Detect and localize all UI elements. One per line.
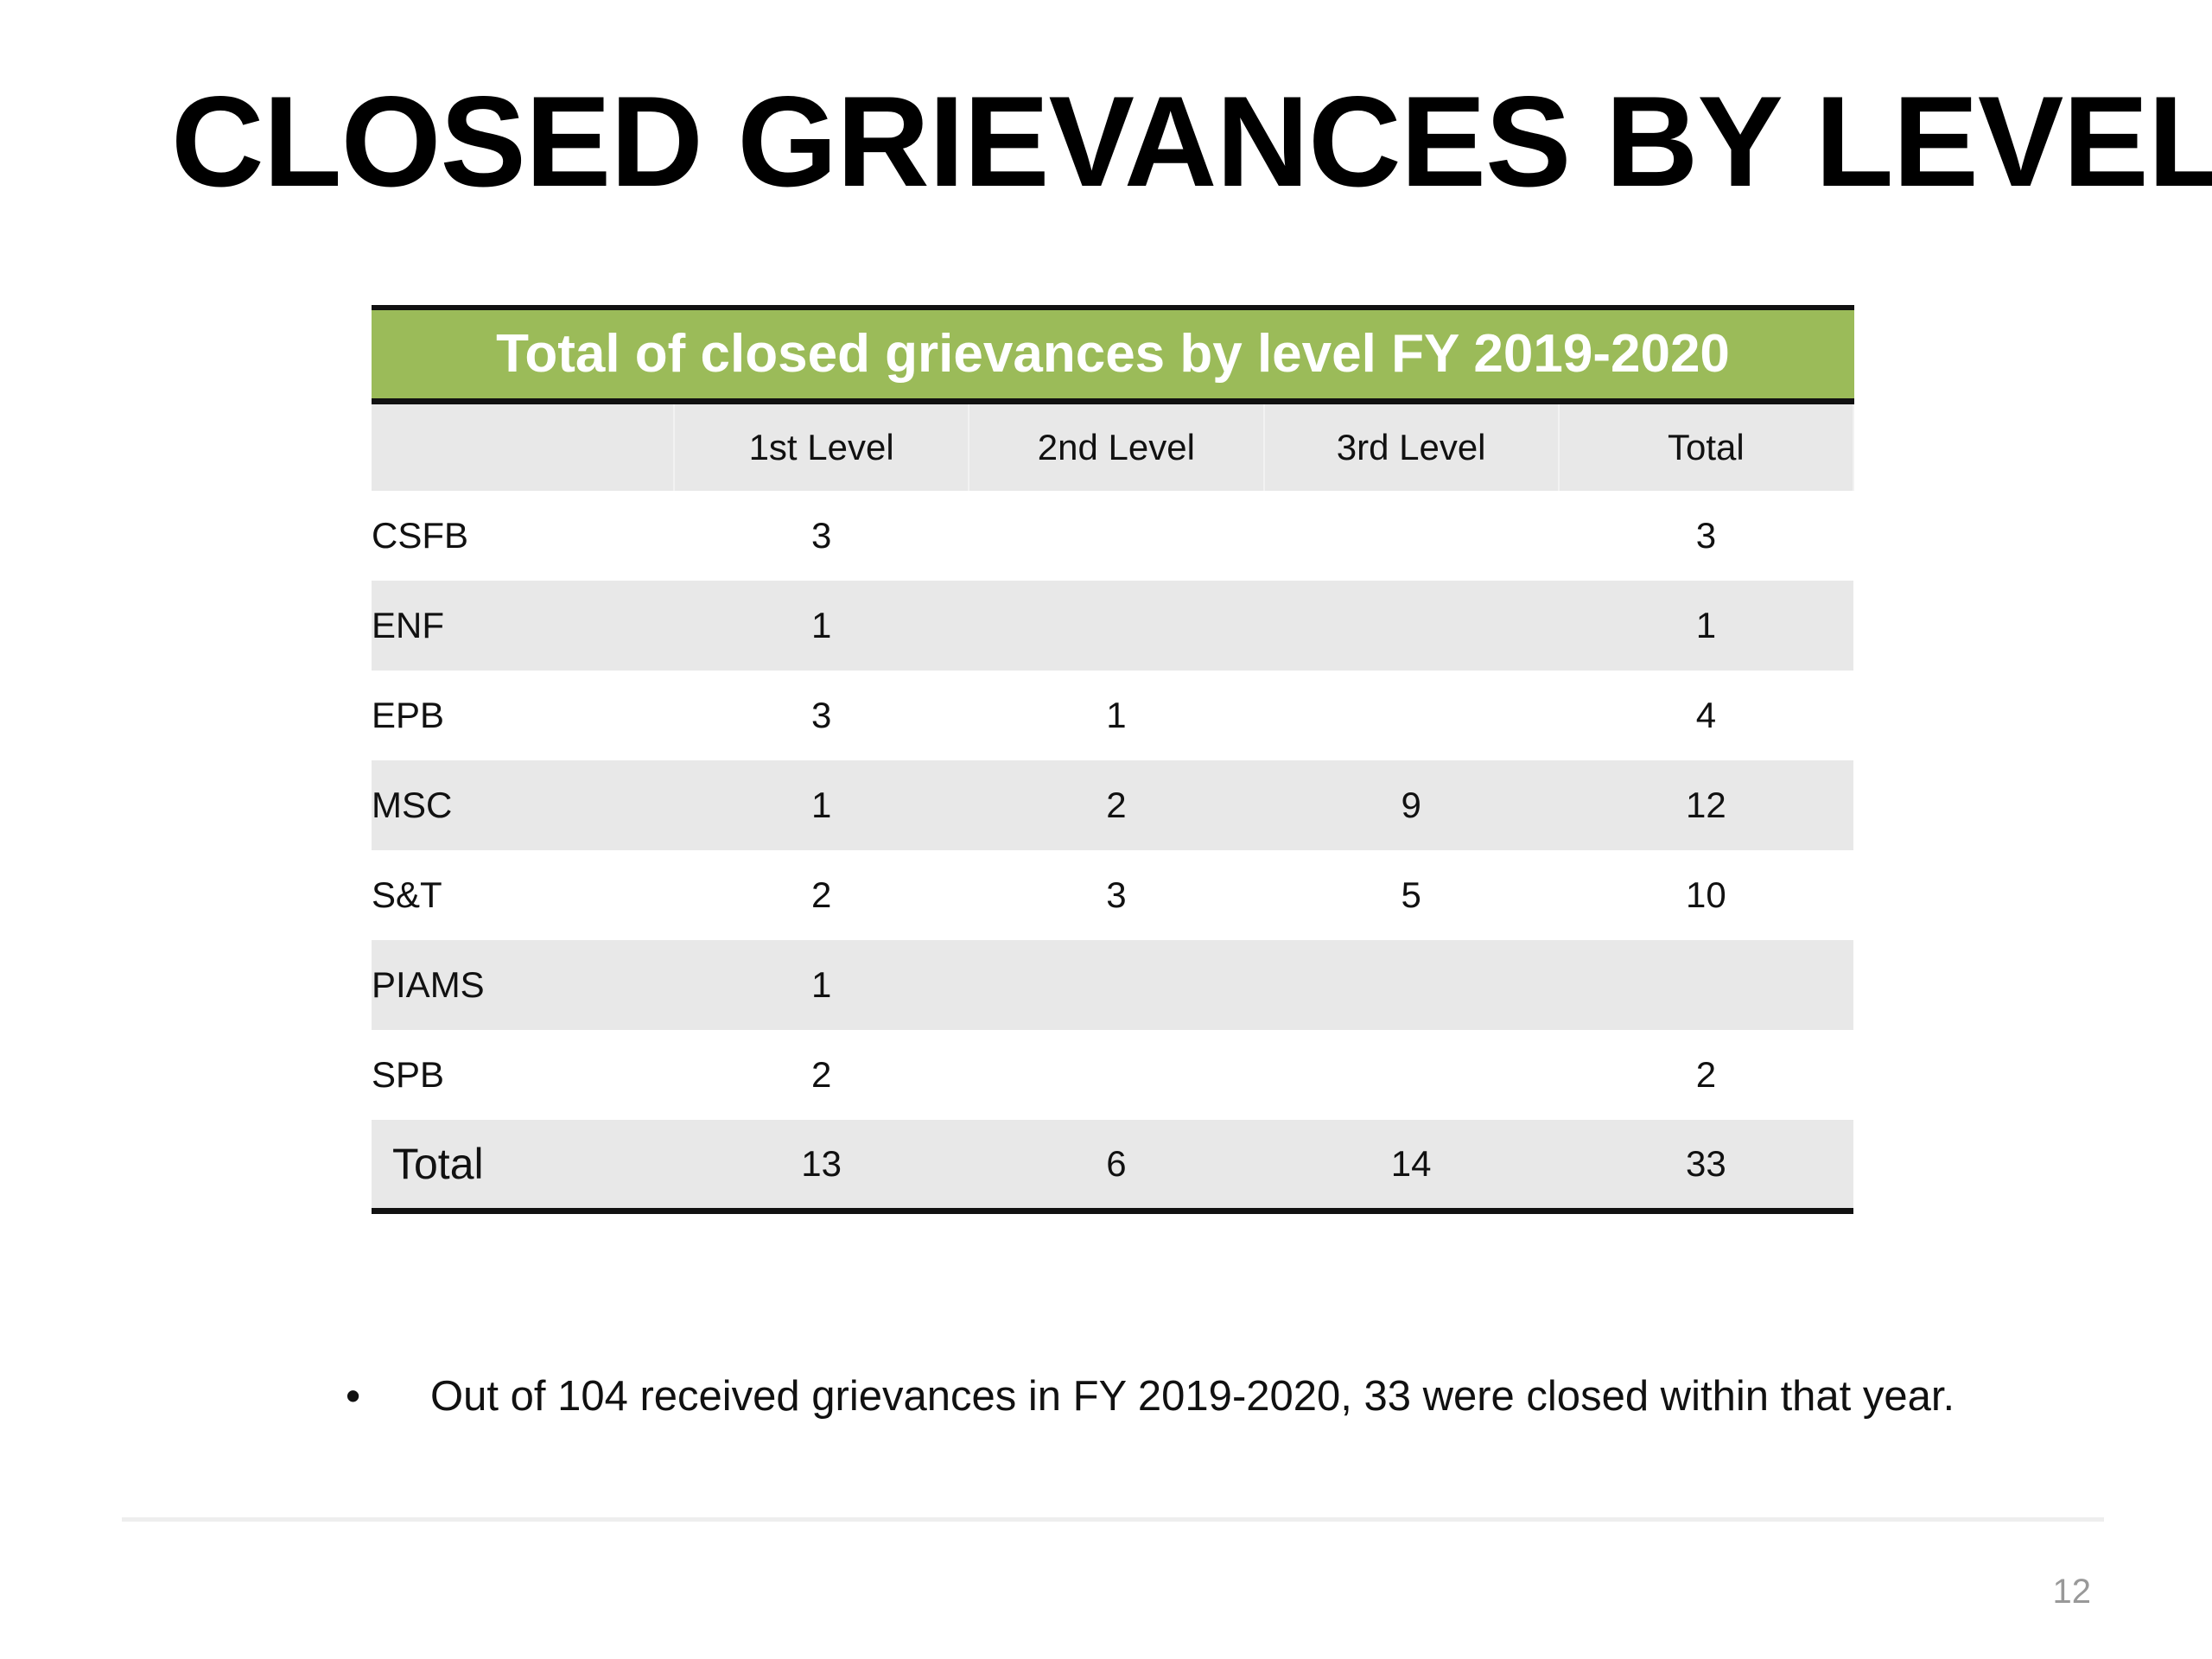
table-cell: 3 [1695, 515, 1717, 556]
table-cell [1558, 940, 1853, 1030]
table-cell: 12 [1558, 760, 1853, 850]
table-row: CSFB 3 3 [372, 491, 1853, 581]
row-label: PIAMS [372, 940, 674, 1030]
table-cell [1263, 581, 1559, 671]
table-row: S&T 2 3 5 10 [372, 850, 1853, 940]
header-cell: 3rd Level [1263, 404, 1560, 491]
table-cell: 5 [1401, 874, 1421, 915]
table-caption: Total of closed grievances by level FY 2… [372, 305, 1854, 404]
header-cell: 2nd Level [969, 404, 1265, 491]
table-cell: 3 [1106, 874, 1127, 915]
total-row: Total 13 6 14 33 [372, 1120, 1853, 1214]
table-cell: 2 [1695, 1054, 1717, 1095]
table-cell: 1 [1558, 581, 1853, 671]
table-cell: 2 [810, 874, 832, 915]
header-cell [372, 404, 675, 491]
bullet-item: • Out of 104 received grievances in FY 20… [346, 1372, 1955, 1421]
row-label: CSFB [372, 515, 469, 556]
header-cell: Total [1558, 404, 1855, 491]
table-cell [969, 1030, 1263, 1120]
table-cell: 13 [674, 1120, 969, 1214]
table-cell [969, 581, 1264, 671]
row-label: SPB [372, 1054, 445, 1095]
header-cell: 1st Level [674, 404, 970, 491]
footer-rule [122, 1517, 2104, 1522]
page-number: 12 [2052, 1573, 2092, 1611]
table-cell: 4 [1695, 695, 1717, 735]
table-cell [1264, 671, 1559, 760]
bullet-dot: • [346, 1373, 361, 1420]
row-label: S&T [372, 874, 442, 915]
table-body: CSFB 3 3 ENF 1 1 EPB 3 1 4 MSC 1 2 9 12 S&T 2 3 5 10 PIAMS 1 S… [372, 491, 1853, 1214]
table-cell [1263, 940, 1559, 1030]
table-cell: 1 [674, 581, 969, 671]
table-row: SPB 2 2 [372, 1030, 1853, 1120]
row-label: MSC [372, 760, 674, 850]
table-cell [1264, 491, 1559, 581]
table-cell: 3 [810, 515, 832, 556]
table-row: ENF 1 1 [372, 581, 1853, 671]
table-cell: 6 [969, 1120, 1264, 1214]
table-cell: 9 [1263, 760, 1559, 850]
table-cell [969, 940, 1264, 1030]
table-cell: 10 [1686, 874, 1726, 915]
table-row: EPB 3 1 4 [372, 671, 1853, 760]
table-row: PIAMS 1 [372, 940, 1853, 1030]
row-label: Total [372, 1120, 674, 1214]
table-row: MSC 1 2 9 12 [372, 760, 1853, 850]
table-cell: 2 [969, 760, 1264, 850]
header-row: 1st Level 2nd Level 3rd Level Total [372, 404, 1855, 491]
data-table: Total of closed grievances by level FY 2… [372, 305, 1855, 1214]
table-cell [969, 491, 1263, 581]
table-cell: 1 [674, 940, 969, 1030]
slide-title: CLOSED GRIEVANCES BY LEVEL [171, 69, 2212, 213]
row-label: ENF [372, 581, 674, 671]
row-label: EPB [372, 695, 445, 735]
table-cell: 1 [1106, 695, 1127, 735]
table-cell: 2 [810, 1054, 832, 1095]
table-cell: 33 [1558, 1120, 1853, 1214]
table-cell [1264, 1030, 1559, 1120]
table-cell: 14 [1263, 1120, 1559, 1214]
bullet-text: Out of 104 received grievances in FY 201… [430, 1373, 1955, 1420]
table-cell: 3 [810, 695, 832, 735]
table-cell: 1 [674, 760, 969, 850]
